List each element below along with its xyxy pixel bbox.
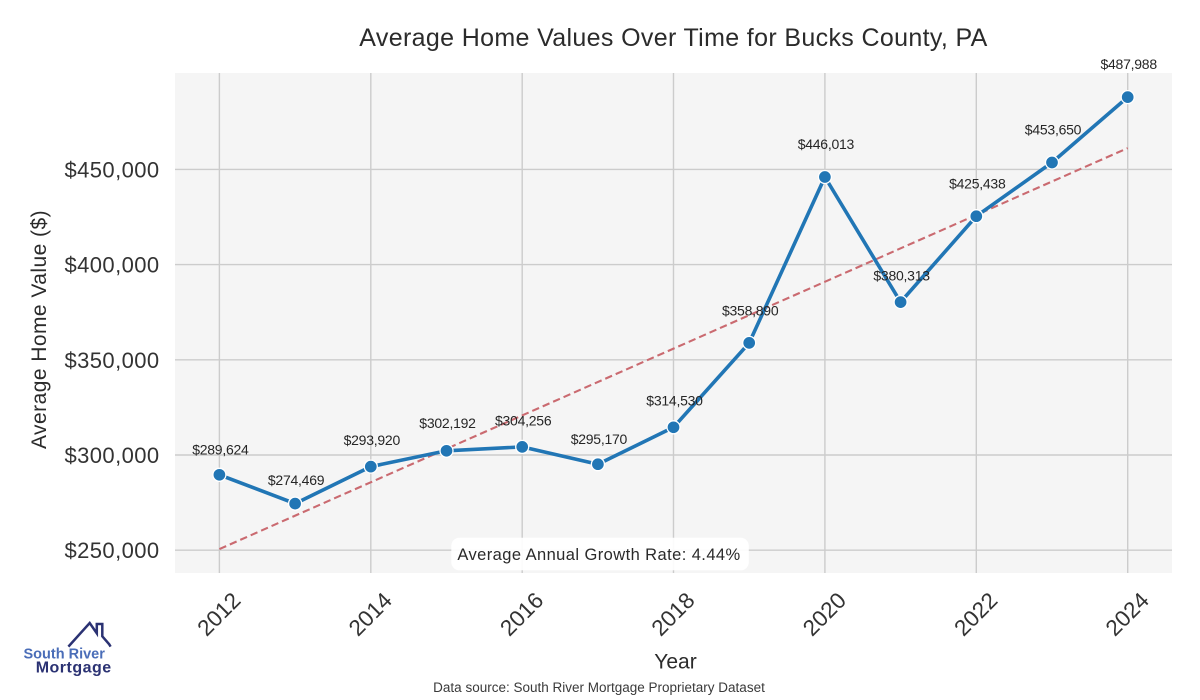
svg-text:$453,650: $453,650 [1025, 121, 1082, 137]
svg-text:2022: 2022 [949, 588, 1002, 641]
svg-text:2024: 2024 [1101, 588, 1154, 641]
svg-text:$446,013: $446,013 [798, 136, 855, 152]
svg-text:2016: 2016 [495, 588, 548, 641]
svg-text:$487,988: $487,988 [1100, 56, 1157, 72]
svg-text:Mortgage: Mortgage [36, 659, 112, 676]
svg-text:$304,256: $304,256 [495, 413, 552, 429]
svg-text:$300,000: $300,000 [65, 443, 160, 468]
svg-text:2018: 2018 [647, 588, 700, 641]
svg-text:Average Annual Growth Rate: 4.: Average Annual Growth Rate: 4.44% [457, 546, 740, 564]
svg-text:Average Home Values Over Time: Average Home Values Over Time for Bucks … [359, 24, 987, 52]
svg-text:$293,920: $293,920 [344, 432, 401, 448]
svg-text:Data source: South River Mortg: Data source: South River Mortgage Propri… [433, 680, 765, 695]
svg-text:South River: South River [24, 647, 106, 663]
svg-text:$450,000: $450,000 [65, 157, 160, 182]
svg-text:2014: 2014 [344, 588, 397, 641]
svg-text:$314,530: $314,530 [646, 393, 703, 409]
svg-text:$358,890: $358,890 [722, 302, 779, 318]
svg-text:$400,000: $400,000 [65, 253, 160, 278]
svg-text:$425,438: $425,438 [949, 176, 1006, 192]
svg-text:$350,000: $350,000 [65, 348, 160, 373]
svg-text:2012: 2012 [192, 588, 245, 641]
svg-text:$302,192: $302,192 [419, 415, 476, 431]
svg-text:$295,170: $295,170 [571, 431, 628, 447]
svg-text:Average Home Value ($): Average Home Value ($) [28, 210, 51, 449]
svg-text:$250,000: $250,000 [65, 538, 160, 563]
svg-text:$289,624: $289,624 [192, 441, 249, 457]
svg-text:2020: 2020 [798, 588, 851, 641]
svg-text:$380,313: $380,313 [873, 268, 930, 284]
svg-text:$274,469: $274,469 [268, 472, 325, 488]
svg-text:Year: Year [654, 651, 696, 674]
